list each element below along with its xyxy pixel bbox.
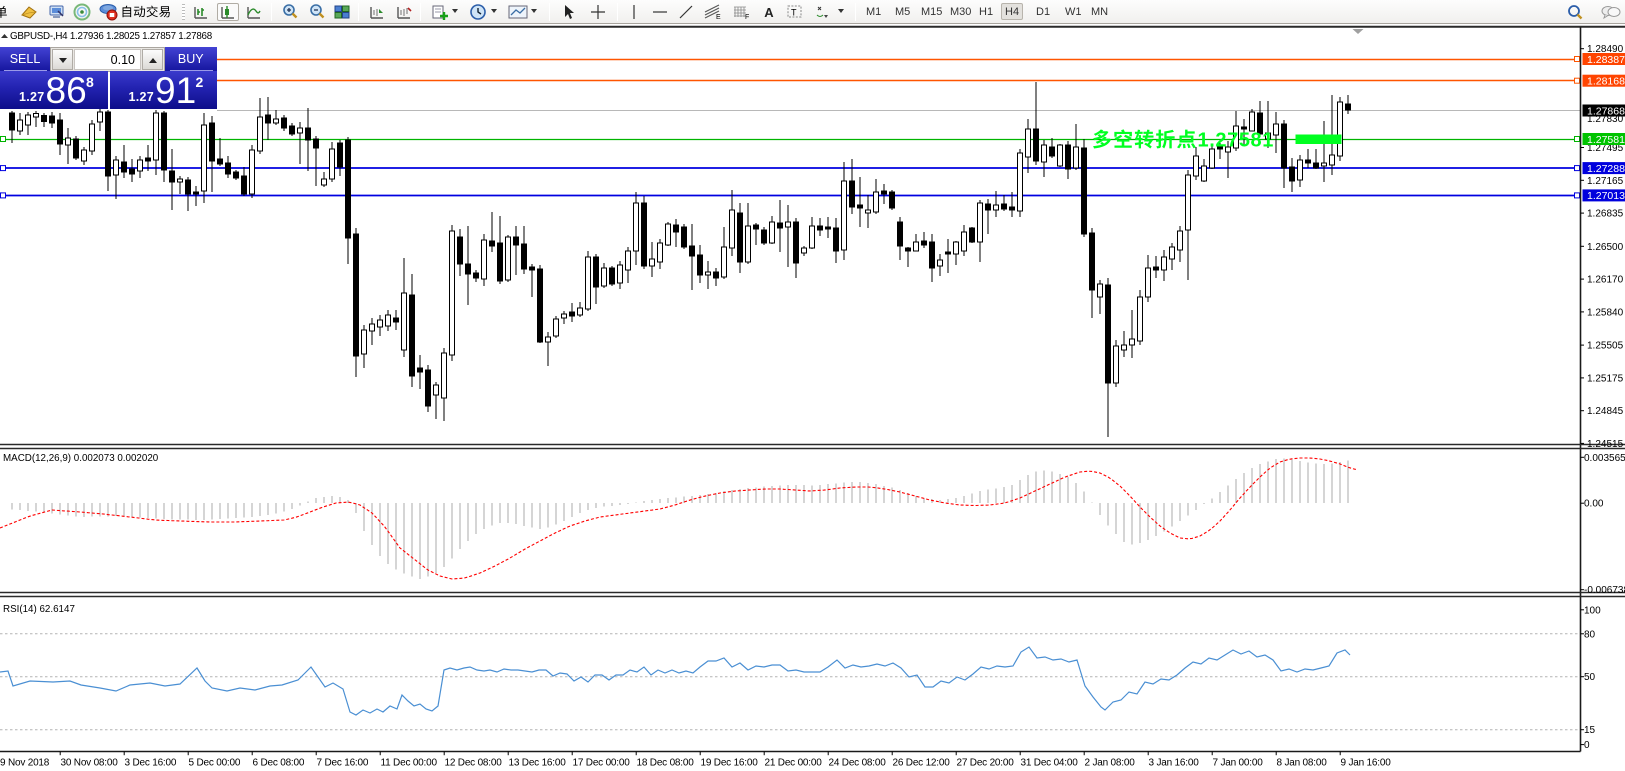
svg-text:9 Jan 16:00: 9 Jan 16:00 — [1341, 758, 1392, 769]
svg-text:18 Dec 08:00: 18 Dec 08:00 — [637, 758, 695, 769]
svg-text:24 Dec 08:00: 24 Dec 08:00 — [829, 758, 887, 769]
svg-text:1.26500: 1.26500 — [1587, 242, 1624, 253]
svg-text:1.24515: 1.24515 — [1587, 439, 1624, 450]
svg-text:9 Nov 2018: 9 Nov 2018 — [0, 758, 50, 769]
svg-text:15: 15 — [1584, 725, 1596, 736]
svg-text:26 Dec 12:00: 26 Dec 12:00 — [893, 758, 951, 769]
svg-text:12 Dec 08:00: 12 Dec 08:00 — [445, 758, 503, 769]
svg-text:1.26835: 1.26835 — [1587, 209, 1624, 220]
svg-text:3 Dec 16:00: 3 Dec 16:00 — [125, 758, 177, 769]
svg-text:1.28490: 1.28490 — [1587, 44, 1624, 55]
svg-text:80: 80 — [1584, 629, 1596, 640]
svg-text:GBPUSD-,H4 1.27936 1.28025 1.: GBPUSD-,H4 1.27936 1.28025 1.27857 1.278… — [10, 31, 213, 42]
svg-text:MACD(12,26,9) 0.002073 0.00202: MACD(12,26,9) 0.002073 0.002020 — [3, 453, 159, 464]
svg-text:1.27013: 1.27013 — [1587, 190, 1625, 202]
svg-text:27 Dec 20:00: 27 Dec 20:00 — [957, 758, 1015, 769]
svg-text:0.003565: 0.003565 — [1584, 453, 1625, 464]
svg-text:7 Jan 00:00: 7 Jan 00:00 — [1213, 758, 1264, 769]
svg-text:31 Dec 04:00: 31 Dec 04:00 — [1021, 758, 1079, 769]
svg-text:E: E — [716, 14, 721, 21]
svg-text:100: 100 — [1584, 605, 1601, 616]
svg-text:0.00: 0.00 — [1584, 499, 1604, 510]
svg-text:1.27495: 1.27495 — [1587, 143, 1624, 154]
svg-text:7 Dec 16:00: 7 Dec 16:00 — [317, 758, 369, 769]
svg-text:1.28168: 1.28168 — [1587, 76, 1625, 88]
svg-text:13 Dec 16:00: 13 Dec 16:00 — [509, 758, 567, 769]
svg-text:1.26170: 1.26170 — [1587, 275, 1624, 286]
svg-text:17 Dec 00:00: 17 Dec 00:00 — [573, 758, 631, 769]
svg-text:-0.006738: -0.006738 — [1584, 585, 1625, 596]
svg-text:T: T — [791, 8, 797, 18]
svg-text:30 Nov 08:00: 30 Nov 08:00 — [61, 758, 119, 769]
svg-text:5 Dec 00:00: 5 Dec 00:00 — [189, 758, 241, 769]
svg-text:0: 0 — [1584, 740, 1590, 751]
svg-text:1.27165: 1.27165 — [1587, 176, 1624, 187]
svg-text:1.25505: 1.25505 — [1587, 341, 1624, 352]
svg-text:3 Jan 16:00: 3 Jan 16:00 — [1149, 758, 1200, 769]
svg-text:1.27288: 1.27288 — [1587, 163, 1625, 175]
svg-text:1.24845: 1.24845 — [1587, 406, 1624, 417]
svg-text:19 Dec 16:00: 19 Dec 16:00 — [701, 758, 759, 769]
svg-text:RSI(14) 62.6147: RSI(14) 62.6147 — [3, 604, 75, 615]
svg-text:8 Jan 08:00: 8 Jan 08:00 — [1277, 758, 1328, 769]
svg-text:1.27868: 1.27868 — [1587, 105, 1625, 117]
svg-text:1.27830: 1.27830 — [1587, 114, 1624, 125]
svg-text:2 Jan 08:00: 2 Jan 08:00 — [1085, 758, 1136, 769]
svg-text:1.28387: 1.28387 — [1587, 54, 1625, 66]
svg-text:1.27581: 1.27581 — [1587, 134, 1625, 146]
svg-text:1.27581: 1.27581 — [1198, 130, 1275, 152]
svg-text:50: 50 — [1584, 672, 1596, 683]
svg-text:21 Dec 00:00: 21 Dec 00:00 — [765, 758, 823, 769]
svg-text:6 Dec 08:00: 6 Dec 08:00 — [253, 758, 305, 769]
svg-text:1.25175: 1.25175 — [1587, 373, 1624, 384]
svg-text:1.25840: 1.25840 — [1587, 307, 1624, 318]
svg-text:F: F — [745, 14, 749, 21]
svg-text:11 Dec 00:00: 11 Dec 00:00 — [381, 758, 438, 769]
